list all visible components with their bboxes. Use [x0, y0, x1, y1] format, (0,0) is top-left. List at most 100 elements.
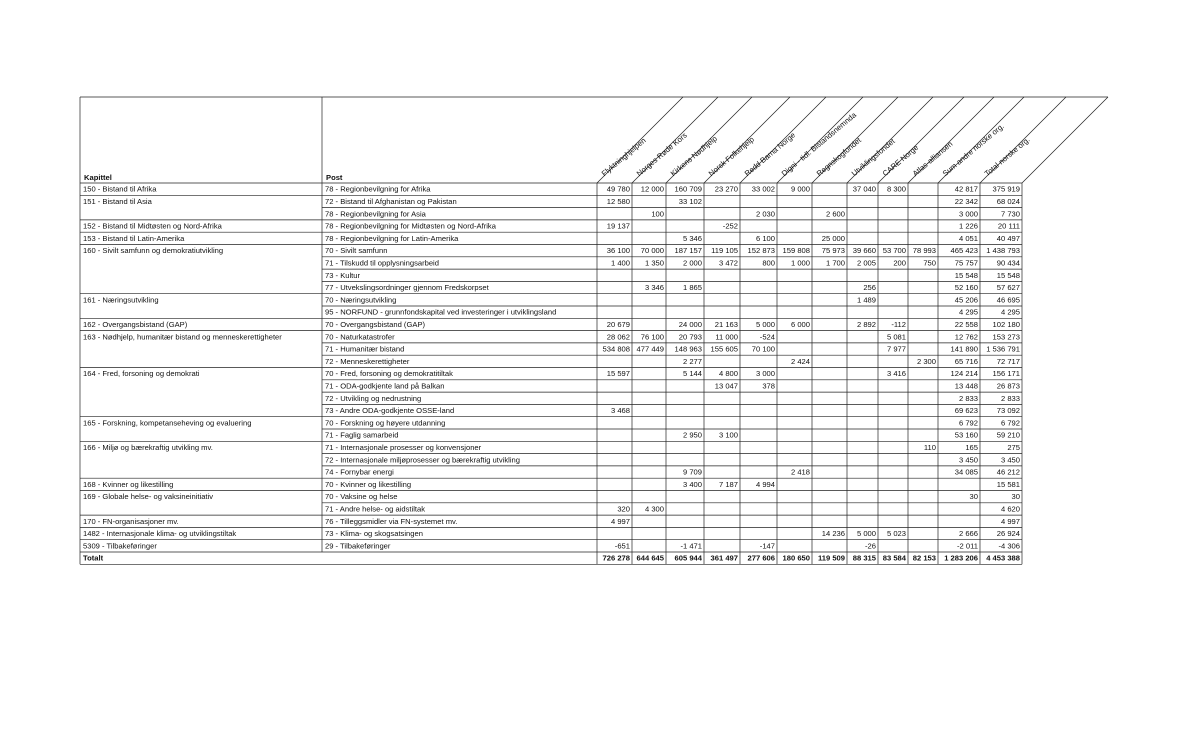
number-cell: 152 873	[748, 246, 775, 255]
post-cell: 78 - Regionbevilgning for Afrika	[325, 185, 431, 194]
number-cell: 5 346	[683, 234, 702, 243]
number-cell: 644 645	[637, 554, 665, 563]
number-cell: 9 709	[683, 468, 702, 477]
number-cell: 200	[893, 258, 906, 267]
diagonal	[665, 96, 753, 184]
diagonal	[937, 96, 1025, 184]
number-cell: 49 780	[607, 185, 630, 194]
number-cell: 68 024	[997, 197, 1020, 206]
number-cell: 1 400	[611, 258, 630, 267]
number-cell: 4 620	[1001, 504, 1020, 513]
number-cell: 102 180	[993, 320, 1020, 329]
number-cell: 100	[651, 209, 664, 218]
number-cell: 12 000	[641, 185, 664, 194]
number-cell: 53 160	[955, 431, 978, 440]
number-cell: 30	[1012, 492, 1020, 501]
number-cell: 465 423	[951, 246, 978, 255]
number-cell: 605 944	[675, 554, 703, 563]
number-cell: 159 808	[783, 246, 810, 255]
number-cell: 19 137	[607, 222, 630, 231]
number-cell: 160 709	[675, 185, 702, 194]
number-cell: 1 865	[683, 283, 702, 292]
number-cell: 33 102	[679, 197, 702, 206]
number-cell: 3 000	[959, 209, 978, 218]
number-cell: 15 581	[997, 480, 1020, 489]
number-cell: 6 792	[1001, 418, 1020, 427]
number-cell: 69 623	[955, 406, 978, 415]
number-cell: 22 342	[955, 197, 978, 206]
number-cell: 4 997	[1001, 517, 1020, 526]
number-cell: 3 100	[719, 431, 738, 440]
number-cell: 65 716	[955, 357, 978, 366]
diagonal	[811, 96, 899, 184]
number-cell: 3 468	[611, 406, 630, 415]
kapittel-cell: 1482 - Internasjonale klima- og utviklin…	[83, 529, 236, 538]
number-cell: 2 833	[1001, 394, 1020, 403]
post-cell: 78 - Regionbevilgning for Midtøsten og N…	[325, 222, 497, 231]
number-cell: 1 000	[791, 258, 810, 267]
diagonal	[703, 96, 791, 184]
number-cell: 277 606	[748, 554, 775, 563]
number-cell: 30	[970, 492, 978, 501]
post-cell: 72 - Internasjonale miljøprosesser og bæ…	[325, 455, 520, 464]
number-cell: 37 040	[853, 185, 876, 194]
number-cell: 13 047	[715, 381, 738, 390]
number-cell: 156 171	[993, 369, 1020, 378]
number-cell: 36 100	[607, 246, 630, 255]
number-cell: 2 300	[917, 357, 936, 366]
post-cell: 70 - Fred, forsoning og demokratitiltak	[325, 369, 453, 378]
diagonal	[1021, 96, 1109, 184]
number-cell: 275	[1007, 443, 1020, 452]
kapittel-cell: 170 - FN-organisasjoner mv.	[83, 517, 179, 526]
post-cell: 70 - Forskning og høyere utdanning	[325, 418, 445, 427]
number-cell: 4 295	[1001, 308, 1020, 317]
number-cell: 148 963	[675, 345, 702, 354]
number-cell: 4 453 388	[986, 554, 1020, 563]
number-cell: 165	[965, 443, 978, 452]
number-cell: 3 346	[645, 283, 664, 292]
number-cell: 78 993	[913, 246, 936, 255]
number-cell: -1 471	[680, 541, 702, 550]
post-cell: 70 - Sivilt samfunn	[325, 246, 387, 255]
diagonal	[877, 96, 965, 184]
post-cell: 74 - Fornybar energi	[325, 468, 394, 477]
number-cell: 23 270	[715, 185, 738, 194]
diagonal	[631, 96, 719, 184]
diagonal	[846, 96, 934, 184]
number-cell: 22 558	[955, 320, 978, 329]
post-cell: 71 - Andre helse- og aidstiltak	[325, 504, 425, 513]
number-cell: 14 236	[822, 529, 845, 538]
number-cell: 3 472	[719, 258, 738, 267]
number-cell: 70 100	[752, 345, 775, 354]
post-cell: 71 - Faglig samarbeid	[325, 431, 398, 440]
number-cell: 6 000	[791, 320, 810, 329]
number-cell: 5 023	[887, 529, 906, 538]
number-cell: 12 762	[955, 332, 978, 341]
post-cell: 73 - Klima- og skogsatsingen	[325, 529, 423, 538]
post-cell: 70 - Kvinner og likestilling	[325, 480, 411, 489]
number-cell: 7 187	[719, 480, 738, 489]
number-cell: 26 873	[997, 381, 1020, 390]
diagonal	[979, 96, 1067, 184]
number-cell: 90 434	[997, 258, 1020, 267]
number-cell: -4 306	[998, 541, 1020, 550]
number-cell: 110	[924, 443, 936, 452]
header-post: Post	[326, 173, 343, 182]
number-cell: -252	[723, 222, 738, 231]
kapittel-cell: 150 - Bistand til Afrika	[83, 185, 157, 194]
number-cell: 42 817	[955, 185, 978, 194]
number-cell: 26 924	[997, 529, 1020, 538]
post-cell: 77 - Utvekslingsordninger gjennom Fredsk…	[325, 283, 490, 292]
number-cell: 88 315	[853, 554, 877, 563]
number-cell: 46 695	[997, 295, 1020, 304]
number-cell: 119 105	[711, 246, 738, 255]
number-cell: 9 000	[791, 185, 810, 194]
post-cell: 76 - Tilleggsmidler via FN-systemet mv.	[325, 517, 457, 526]
post-cell: 71 - Internasjonale prosesser og konvens…	[325, 443, 482, 452]
number-cell: 4 051	[959, 234, 978, 243]
number-cell: -26	[865, 541, 876, 550]
post-cell: 95 - NORFUND - grunnfondskapital ved inv…	[325, 308, 556, 317]
kapittel-cell: 165 - Forskning, kompetanseheving og eva…	[83, 418, 251, 427]
kapittel-cell: 164 - Fred, forsoning og demokrati	[83, 369, 200, 378]
